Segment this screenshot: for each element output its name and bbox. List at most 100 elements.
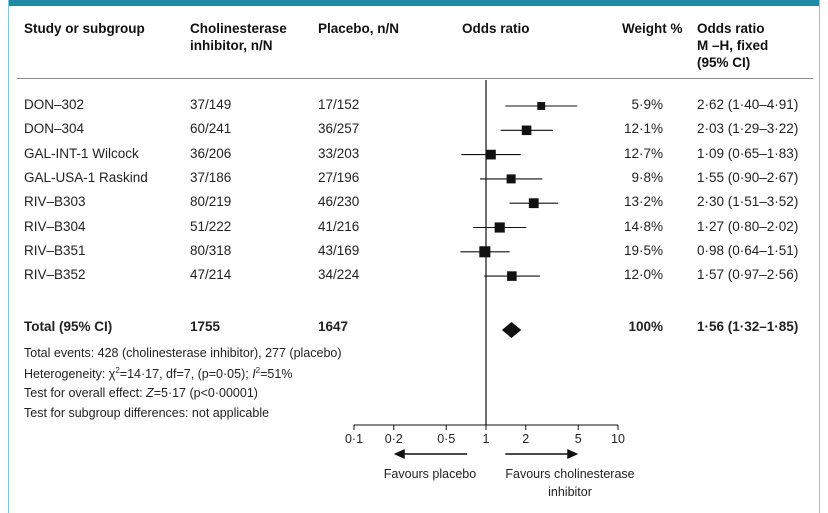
point-estimate-square xyxy=(521,125,532,136)
table-row: RIV–B303 80/219 46/230 13·2% 2·30 (1·51–3·52… xyxy=(0,194,828,216)
note-total-events: Total events: 428 (cholinesterase inhibi… xyxy=(24,346,342,360)
placebo-count: 34/224 xyxy=(318,267,360,283)
header-treatment-line1: Cholinesterase xyxy=(190,21,287,36)
header-or-ci: Odds ratio M –H, fixed (95% CI) xyxy=(697,20,768,71)
study-name: RIV–B352 xyxy=(24,267,86,283)
point-estimate-square xyxy=(494,222,505,233)
x-tick-label: 1 xyxy=(483,432,490,446)
placebo-count: 17/152 xyxy=(318,97,360,112)
het-i-sup: 2 xyxy=(255,366,261,375)
point-estimate-square xyxy=(528,198,539,209)
odds-ratio-text: 2·03 (1·29–3·22) xyxy=(697,121,799,137)
table-row: GAL-USA-1 Raskind 37/186 27/196 9·8% 1·55 (0… xyxy=(0,170,828,192)
treatment-count: 37/149 xyxy=(190,97,232,112)
study-name: DON–302 xyxy=(24,97,85,112)
het-suffix: =51% xyxy=(260,367,293,382)
header-divider xyxy=(17,78,813,79)
odds-ratio-text: 0·98 (0·64–1·51) xyxy=(697,242,799,258)
total-placebo: 1647 xyxy=(318,319,349,334)
note-heterogeneity: Heterogeneity: χ2=14·17, df=7, (p=0·05);… xyxy=(24,366,292,381)
placebo-count: 43/169 xyxy=(318,242,360,258)
placebo-count: 27/196 xyxy=(318,169,360,185)
study-name: DON–304 xyxy=(24,121,85,137)
study-name: RIV–B303 xyxy=(24,194,86,210)
het-i: I xyxy=(252,367,256,382)
treatment-count: 60/241 xyxy=(190,121,232,137)
treatment-count: 51/222 xyxy=(190,218,232,234)
favours-treatment-arrowhead xyxy=(567,449,579,459)
study-name: GAL-INT-1 Wilcock xyxy=(24,145,139,161)
header-treatment-line2: inhibitor, n/N xyxy=(190,38,273,53)
favours-placebo-arrowhead xyxy=(393,449,405,459)
weight-value: 13·2% xyxy=(623,194,663,210)
x-tick-label: 2 xyxy=(522,432,529,446)
treatment-count: 36/206 xyxy=(190,145,232,161)
table-row: DON–304 60/241 36/257 12·1% 2·03 (1·29–3·22) xyxy=(0,121,828,143)
point-estimate-square xyxy=(479,246,491,258)
table-row: GAL-INT-1 Wilcock 36/206 33/203 12·7% 1·09 (… xyxy=(0,146,828,168)
header-odds-ratio-plot: Odds ratio xyxy=(462,21,530,36)
x-tick-label: 10 xyxy=(611,432,625,446)
het-chi-sup: 2 xyxy=(115,366,120,375)
het-mid: =14·17, df=7, (p=0·05); xyxy=(119,367,253,382)
odds-ratio-text: 1·55 (0·90–2·67) xyxy=(697,169,799,185)
point-estimate-square xyxy=(486,149,496,160)
header-or-ci-line3: (95% CI) xyxy=(697,55,751,70)
table-row: DON–302 37/149 17/152 5·9% 2·62 (1·40–4·91) xyxy=(0,97,828,119)
odds-ratio-text: 1·09 (0·65–1·83) xyxy=(697,145,799,161)
treatment-count: 47/214 xyxy=(190,267,232,283)
forest-plot-layer: 0·1 0·2 0·5 1 2 5 10 Favours placebo Favours cho… xyxy=(345,80,635,499)
odds-ratio-text: 2·62 (1·40–4·91) xyxy=(697,97,799,112)
x-tick-label: 0·1 xyxy=(345,432,363,446)
weight-value: 19·5% xyxy=(623,242,663,258)
header-study: Study or subgroup xyxy=(24,21,145,36)
placebo-count: 36/257 xyxy=(318,121,360,137)
weight-value: 14·8% xyxy=(623,218,663,234)
table-row: RIV–B352 47/214 34/224 12·0% 1·57 (0·97–2·56… xyxy=(0,267,828,289)
x-tick-label: 0·2 xyxy=(385,432,403,446)
weight-value: 12·1% xyxy=(623,121,663,137)
treatment-count: 80/219 xyxy=(190,194,232,210)
favours-treatment-label-line2: inhibitor xyxy=(548,485,592,499)
weight-value: 5·9% xyxy=(631,97,663,112)
note-subgroup: Test for subgroup differences: not appli… xyxy=(24,406,270,420)
study-name: RIV–B304 xyxy=(24,218,86,234)
odds-ratio-text: 1·27 (0·80–2·02) xyxy=(697,218,799,234)
table-row: RIV–B351 80/318 43/169 19·5% 0·98 (0·64–1·51… xyxy=(0,243,828,265)
x-tick-label: 5 xyxy=(575,432,582,446)
odds-ratio-text: 1·57 (0·97–2·56) xyxy=(697,267,799,283)
placebo-count: 41/216 xyxy=(318,218,360,234)
odds-ratio-text: 2·30 (1·51–3·52) xyxy=(697,194,799,210)
total-weight: 100% xyxy=(628,319,663,334)
point-estimate-square xyxy=(537,102,546,110)
weight-value: 12·0% xyxy=(623,267,663,283)
overall-z: Z xyxy=(146,386,154,400)
favours-treatment-label-line1: Favours cholinesterase xyxy=(505,467,634,481)
het-prefix: Heterogeneity: χ xyxy=(24,367,116,382)
study-name: GAL-USA-1 Raskind xyxy=(24,169,148,185)
total-label: Total (95% CI) xyxy=(24,319,113,334)
point-estimate-square xyxy=(507,271,517,281)
header-weight: Weight % xyxy=(622,21,683,36)
header-or-ci-line1: Odds ratio xyxy=(697,21,765,36)
overall-suffix: =5·17 (p<0·00001) xyxy=(153,386,258,400)
table-row: RIV–B304 51/222 41/216 14·8% 1·27 (0·80–2·02… xyxy=(0,219,828,241)
header-treatment: Cholinesterase inhibitor, n/N xyxy=(190,20,287,54)
weight-value: 9·8% xyxy=(631,169,663,185)
treatment-count: 37/186 xyxy=(190,169,232,185)
header-or-ci-line2: M –H, fixed xyxy=(697,38,769,53)
favours-placebo-label: Favours placebo xyxy=(384,467,476,481)
total-treatment: 1755 xyxy=(190,319,221,334)
point-estimate-square xyxy=(506,174,516,184)
header-placebo: Placebo, n/N xyxy=(318,21,400,36)
study-name: RIV–B351 xyxy=(24,242,86,258)
x-tick-label: 0·5 xyxy=(437,432,455,446)
total-row: Total (95% CI) 1755 1647 100% 1·56 (1·32… xyxy=(0,319,828,341)
treatment-count: 80/318 xyxy=(190,242,232,258)
pooled-diamond xyxy=(501,322,522,338)
note-overall-effect: Test for overall effect: Z=5·17 (p<0·000… xyxy=(24,386,258,400)
overall-prefix: Test for overall effect: xyxy=(24,386,147,400)
weight-value: 12·7% xyxy=(623,145,663,161)
placebo-count: 46/230 xyxy=(318,194,360,210)
